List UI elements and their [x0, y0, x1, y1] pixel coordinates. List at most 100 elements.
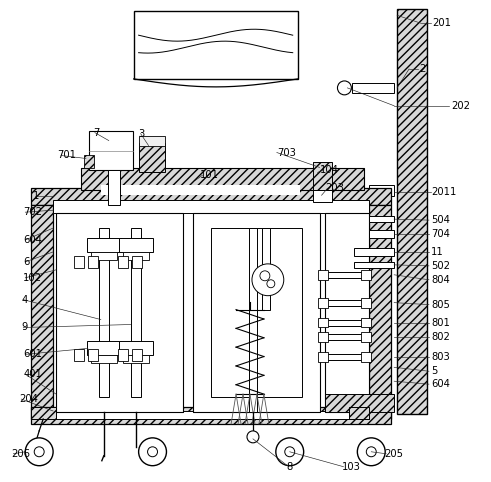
Circle shape — [25, 438, 53, 466]
Circle shape — [148, 447, 158, 457]
Text: 701: 701 — [57, 150, 76, 161]
Bar — [361, 270, 371, 280]
Text: 101: 101 — [200, 170, 219, 180]
Circle shape — [138, 438, 166, 466]
Bar — [31, 188, 391, 205]
Bar — [132, 256, 141, 268]
Bar — [81, 168, 364, 190]
Text: 102: 102 — [23, 273, 42, 283]
Bar — [318, 270, 327, 280]
Bar — [369, 216, 394, 222]
Bar — [361, 298, 371, 308]
Bar — [31, 407, 56, 419]
Text: 205: 205 — [384, 449, 403, 459]
Bar — [145, 228, 167, 397]
Bar — [88, 349, 98, 362]
Bar — [361, 352, 371, 362]
Bar — [88, 256, 98, 268]
Bar — [325, 394, 394, 412]
Text: 7: 7 — [93, 128, 99, 138]
Text: 203: 203 — [326, 183, 344, 193]
Text: 702: 702 — [23, 207, 42, 217]
Bar — [211, 228, 301, 397]
Bar — [74, 228, 96, 397]
Bar — [84, 156, 94, 168]
Circle shape — [276, 438, 303, 466]
Bar — [320, 354, 369, 361]
Bar — [193, 213, 320, 228]
Circle shape — [260, 271, 270, 281]
Bar — [397, 9, 427, 414]
Bar — [119, 238, 153, 252]
Bar — [193, 397, 320, 412]
Bar — [74, 225, 165, 238]
Bar — [369, 185, 394, 196]
Bar — [320, 320, 369, 325]
Bar — [74, 397, 165, 412]
Bar — [355, 248, 394, 256]
Bar — [91, 355, 117, 363]
Bar — [74, 349, 84, 362]
Bar — [318, 318, 327, 327]
Circle shape — [366, 447, 376, 457]
Text: 4: 4 — [21, 295, 27, 305]
Bar — [350, 407, 369, 419]
Bar — [131, 228, 140, 397]
Text: 502: 502 — [431, 261, 450, 271]
Bar — [193, 213, 320, 412]
Circle shape — [337, 81, 352, 95]
Bar — [89, 131, 133, 171]
Bar — [318, 298, 327, 308]
Text: 703: 703 — [277, 147, 296, 158]
Text: 803: 803 — [431, 352, 450, 362]
Text: 201: 201 — [432, 18, 451, 28]
Text: 801: 801 — [431, 318, 450, 328]
Bar — [134, 12, 298, 79]
Bar — [325, 213, 369, 412]
Circle shape — [357, 438, 385, 466]
Bar — [101, 185, 300, 195]
Text: 103: 103 — [341, 462, 360, 472]
Bar — [262, 228, 270, 309]
Bar — [138, 143, 165, 173]
Bar — [320, 300, 369, 306]
Bar — [138, 135, 165, 146]
Text: 8: 8 — [287, 462, 293, 472]
Circle shape — [247, 431, 259, 443]
Text: 202: 202 — [451, 101, 470, 111]
Text: 704: 704 — [431, 229, 450, 239]
Text: 601: 601 — [23, 349, 42, 360]
Text: 9: 9 — [21, 322, 27, 333]
Bar — [53, 200, 369, 213]
Text: 804: 804 — [431, 275, 450, 285]
Bar — [320, 272, 369, 278]
Bar — [193, 213, 211, 412]
Bar — [99, 228, 109, 397]
Text: 504: 504 — [431, 215, 450, 225]
Text: 604: 604 — [23, 235, 42, 245]
Text: 11: 11 — [431, 247, 444, 257]
Bar — [369, 205, 391, 419]
Bar — [318, 333, 327, 342]
Bar — [56, 213, 74, 412]
Bar — [320, 335, 369, 340]
Bar — [123, 252, 149, 260]
Text: 1: 1 — [33, 191, 40, 201]
Bar — [361, 333, 371, 342]
Bar — [53, 411, 369, 419]
Text: 6: 6 — [23, 257, 29, 267]
Text: 104: 104 — [320, 165, 338, 175]
Bar — [87, 341, 121, 355]
Bar — [118, 349, 128, 362]
Bar — [249, 228, 257, 412]
Bar — [313, 162, 332, 190]
Bar — [91, 252, 117, 260]
Bar — [119, 341, 153, 355]
Bar — [355, 262, 394, 268]
Text: 3: 3 — [138, 129, 145, 139]
Bar — [74, 256, 84, 268]
Bar — [318, 352, 327, 362]
Text: 401: 401 — [23, 369, 42, 379]
Bar — [87, 238, 121, 252]
Bar — [132, 349, 141, 362]
